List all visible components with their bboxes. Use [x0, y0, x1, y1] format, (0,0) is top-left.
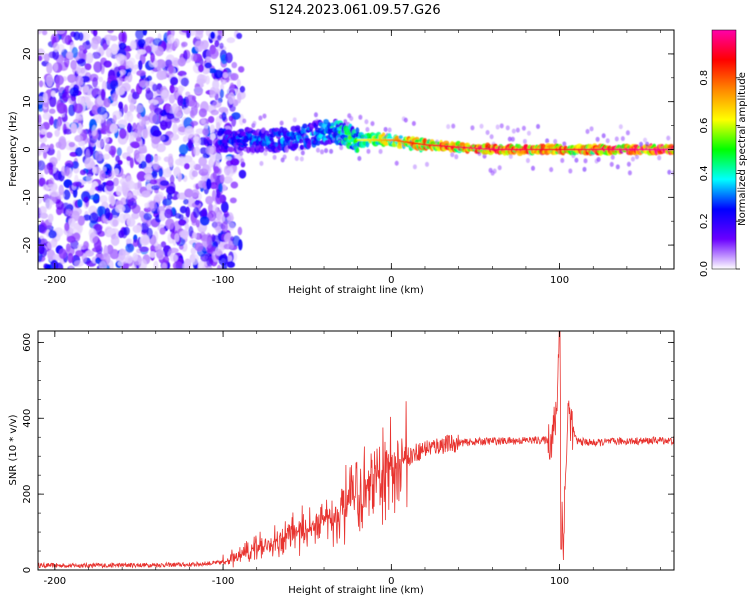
colorbar-tick-label: 0.8	[699, 70, 710, 86]
y-tick-label: 10	[22, 95, 33, 108]
y-tick-label: 600	[22, 333, 33, 352]
x-tick-label: 0	[388, 576, 394, 587]
colorbar-tick-label: 0.6	[699, 118, 710, 134]
figure-title: S124.2023.061.09.57.G26	[269, 3, 440, 18]
snr-x-axis-label: Height of straight line (km)	[288, 585, 424, 596]
colorbar-tick-label: 0.4	[699, 165, 710, 181]
spectrogram-y-axis-label: Frequency (Hz)	[8, 111, 19, 187]
spectrogram-heatmap	[38, 30, 674, 269]
snr-y-axis-label: SNR (10 * v/v)	[8, 414, 19, 485]
x-tick-label: -100	[212, 275, 235, 286]
colorbar-label: Normalized spectral amplitude	[737, 72, 748, 226]
y-tick-label: -10	[22, 189, 33, 205]
colorbar-ticks: 0.0 0.2 0.4 0.6 0.8	[699, 70, 740, 277]
snr-frame	[37, 330, 675, 571]
colorbar-tick-label: 0.0	[699, 261, 710, 277]
y-tick-label: -20	[22, 237, 33, 253]
snr-series-line	[38, 331, 674, 569]
y-tick-label: 20	[22, 48, 33, 61]
colorbar-tick-label: 0.2	[699, 213, 710, 229]
y-tick-label: 0	[22, 567, 33, 573]
x-tick-label: -100	[212, 576, 235, 587]
colorbar: 0.0 0.2 0.4 0.6 0.8 Normalized spectral ampl…	[699, 29, 748, 277]
snr-panel: -200 -100 0 100 0 200 400 600 Height of straigh…	[8, 330, 675, 596]
y-tick-label: 200	[22, 485, 33, 504]
snr-ticks: -200 -100 0 100 0 200 400 600	[22, 331, 674, 587]
spectrogram-x-axis-label: Height of straight line (km)	[288, 285, 424, 296]
x-tick-label: -200	[43, 275, 66, 286]
x-tick-label: 100	[550, 576, 569, 587]
colorbar-gradient	[711, 29, 737, 270]
x-tick-label: -200	[43, 576, 66, 587]
y-tick-label: 400	[22, 409, 33, 428]
y-tick-label: 0	[22, 146, 33, 152]
x-tick-label: 100	[550, 275, 569, 286]
x-tick-label: 0	[388, 275, 394, 286]
